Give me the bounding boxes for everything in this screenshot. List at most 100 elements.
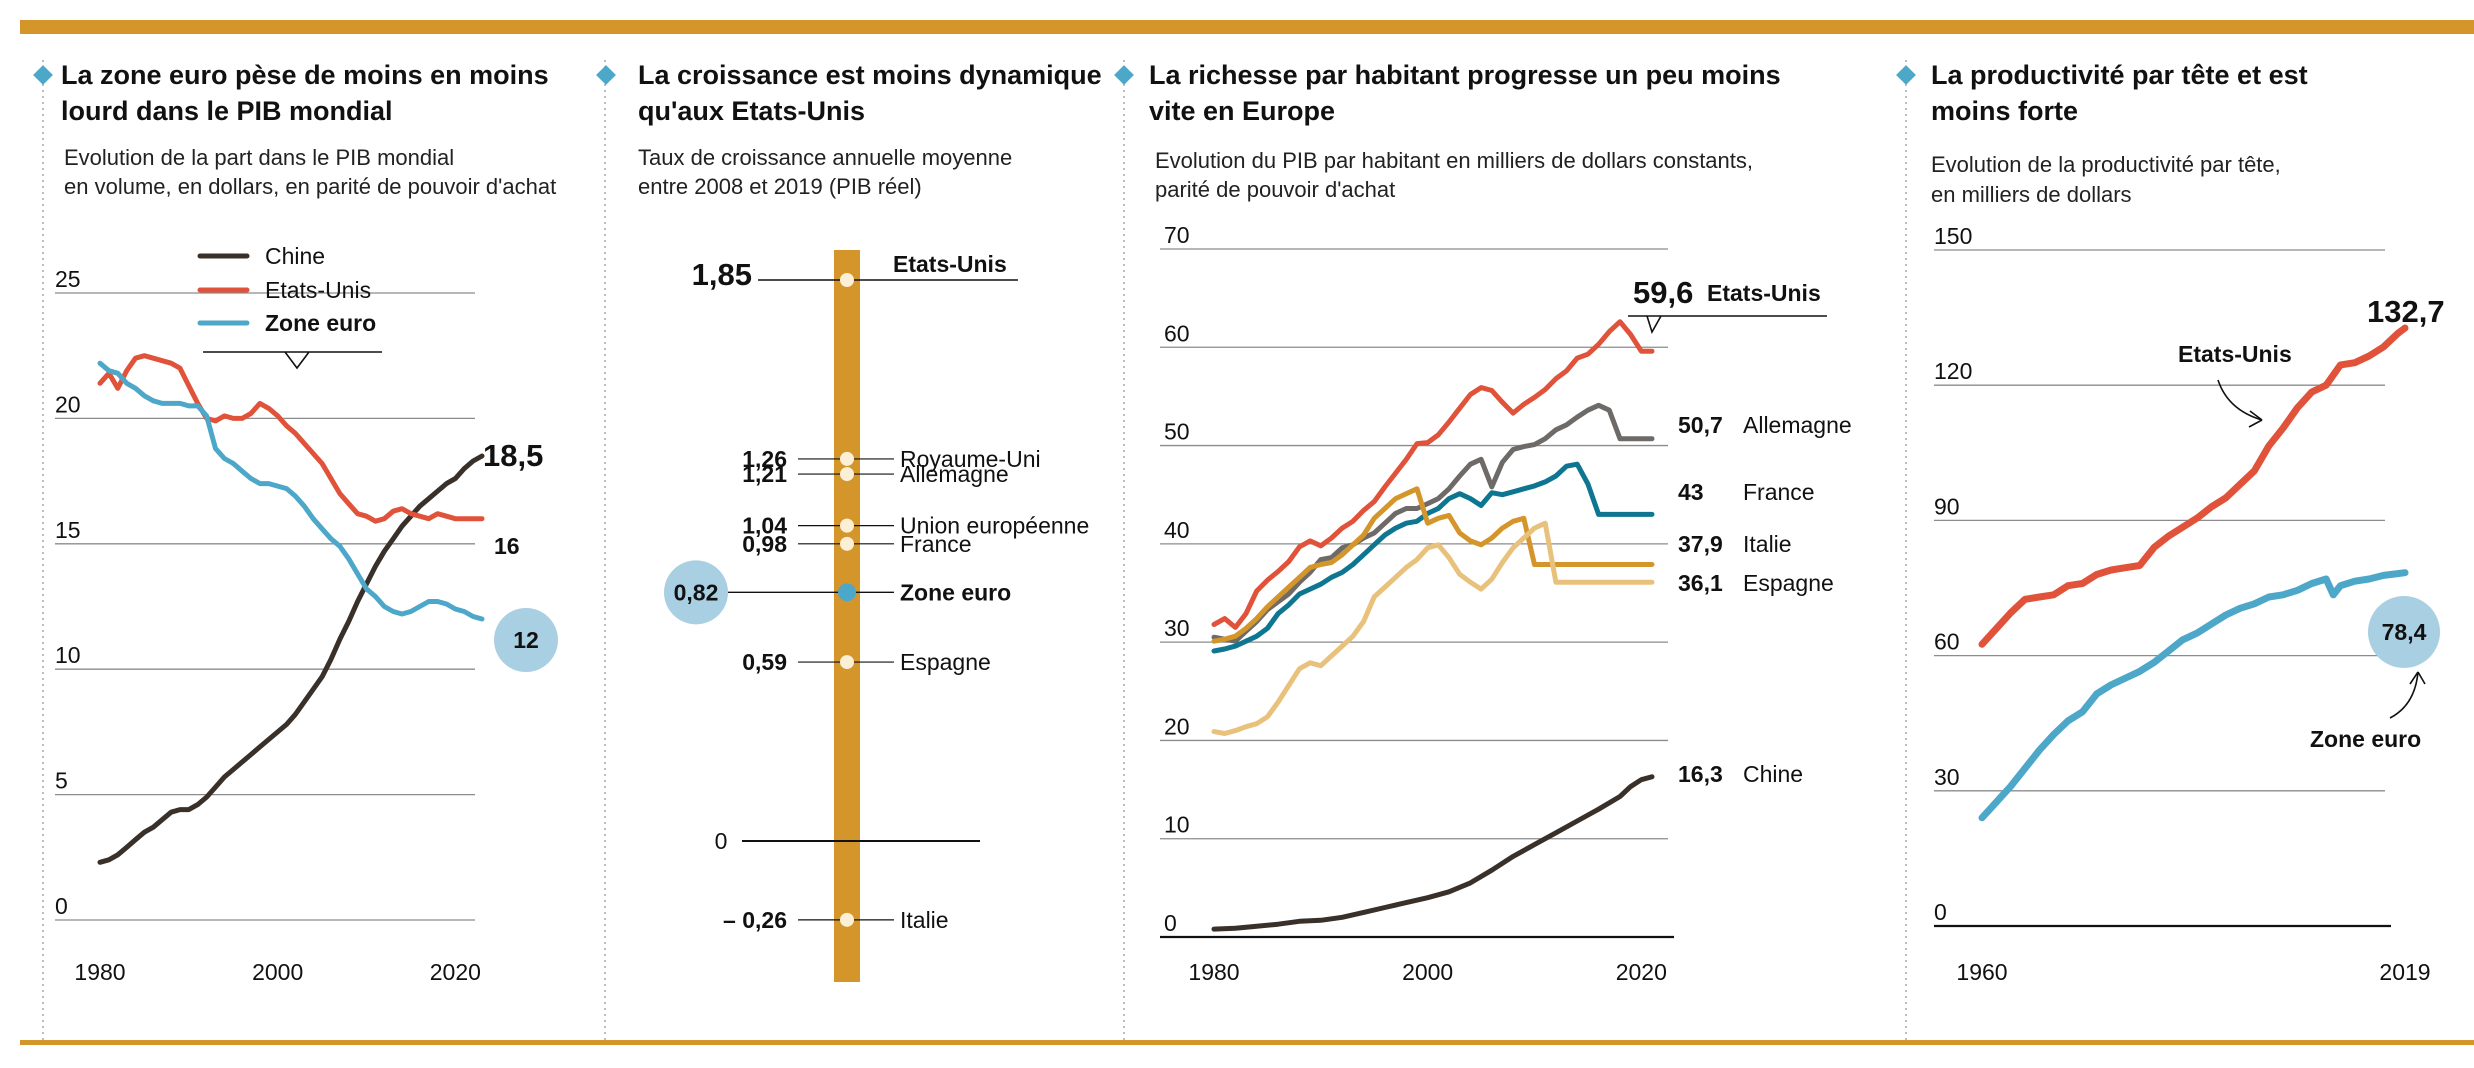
y-tick-label: 30 — [1164, 615, 1190, 641]
legend-label-zone-euro: Zone euro — [265, 310, 376, 336]
y-tick-label: 15 — [55, 517, 81, 543]
series-line-etats-unis — [97, 353, 485, 524]
x-axis-ticks: 1980 2000 2020 — [1188, 959, 1666, 985]
growth-value-allemagne: 1,21 — [742, 461, 787, 487]
growth-point-allemagne — [840, 467, 854, 482]
growth-label-allemagne: Allemagne — [900, 461, 1009, 487]
series-line-espagne — [1211, 520, 1655, 736]
espagne-value: 36,1 — [1678, 570, 1723, 596]
plot-lines — [1978, 324, 2409, 822]
bottom-gold-band — [20, 1040, 2474, 1045]
x-axis-ticks: 1960 2019 — [1956, 959, 2430, 985]
y-tick-label: 0 — [1934, 899, 1947, 925]
chine-end-value: 18,5 — [483, 438, 543, 473]
italie-value: 37,9 — [1678, 531, 1723, 557]
series-line-etats-unis — [1211, 319, 1655, 630]
y-tick-label: 40 — [1164, 517, 1190, 543]
arrow-head-icon — [2409, 671, 2426, 685]
diamond-bullet-icon — [1896, 65, 1916, 85]
x-tick-label: 2000 — [1402, 959, 1453, 985]
diamond-bullet-icon — [596, 65, 616, 85]
chine-value: 16,3 — [1678, 761, 1723, 787]
legend: Chine Etats-Unis Zone euro — [197, 243, 382, 370]
zone-euro-value-bubble — [494, 608, 558, 672]
y-tick-label: 60 — [1164, 320, 1190, 346]
panel-subtitle-line: Taux de croissance annuelle moyenne — [638, 145, 1012, 170]
plot-lines — [1211, 319, 1655, 932]
growth-point-espagne — [840, 655, 854, 670]
growth-value-espagne: 0,59 — [742, 649, 787, 675]
zero-label: 0 — [715, 828, 728, 854]
panel-subtitle-line: Evolution de la part dans le PIB mondial — [64, 145, 454, 170]
y-tick-label: 10 — [55, 642, 81, 668]
panel-subtitle-line: en volume, en dollars, en parité de pouv… — [64, 174, 556, 199]
y-tick-label: 60 — [1934, 629, 1960, 655]
top-gold-band — [20, 20, 2474, 34]
growth-point-italie — [840, 912, 854, 927]
panel-subtitle-line: Evolution du PIB par habitant en millier… — [1155, 148, 1753, 173]
series-line-chine — [1211, 774, 1655, 932]
panel-title-line: La productivité par tête et est — [1931, 60, 2308, 90]
etats-unis-value: 59,6 — [1633, 275, 1693, 310]
y-tick-label: 10 — [1164, 812, 1190, 838]
chine-label: Chine — [1743, 761, 1803, 787]
y-tick-label: 150 — [1934, 223, 1972, 249]
growth-label-union-europeenne: Union européenne — [900, 513, 1089, 539]
legend-label-etats-unis: Etats-Unis — [265, 277, 371, 303]
growth-value-union-europeenne: 1,04 — [742, 513, 787, 539]
growth-value-etats-unis: 1,85 — [692, 257, 752, 292]
y-tick-label: 0 — [55, 893, 68, 919]
panel-subtitle-line: entre 2008 et 2019 (PIB réel) — [638, 174, 922, 199]
series-line-allemagne — [1211, 402, 1655, 644]
growth-point-zone-euro — [838, 583, 856, 602]
series-line-france — [1211, 461, 1655, 654]
france-value: 43 — [1678, 479, 1704, 505]
y-grid: 0 5 10 15 20 25 — [55, 266, 475, 921]
x-tick-label: 1980 — [1188, 959, 1239, 985]
zone-euro-label: Zone euro — [2310, 726, 2421, 752]
panel-title-line: vite en Europe — [1149, 96, 1335, 126]
growth-label-zone-euro: Zone euro — [900, 579, 1011, 605]
y-grid: 0 10 20 30 40 50 60 70 — [1160, 222, 1674, 939]
y-tick-label: 30 — [1934, 764, 1960, 790]
growth-label-france: France — [900, 531, 972, 557]
growth-point-royaume-uni — [840, 451, 854, 466]
y-grid: 0 30 60 90 120 150 — [1934, 223, 2391, 928]
france-label: France — [1743, 479, 1815, 505]
series-line-italie — [1211, 486, 1655, 644]
growth-label-espagne: Espagne — [900, 649, 991, 675]
etats-unis-label: Etats-Unis — [2178, 341, 2292, 367]
curved-arrow-icon — [2389, 671, 2419, 719]
legend-label-chine: Chine — [265, 243, 325, 269]
etats-unis-value: 132,7 — [2367, 294, 2445, 329]
plot-lines — [97, 353, 485, 865]
zone-euro-end-value: 12 — [513, 627, 539, 653]
panel-title-line: lourd dans le PIB mondial — [61, 96, 393, 126]
series-line-zone-euro — [1978, 569, 2409, 822]
series-line-chine — [97, 453, 485, 865]
x-axis-ticks: 1980 2000 2020 — [74, 959, 481, 985]
panel-title-line: La zone euro pèse de moins en moins — [61, 60, 549, 90]
zone-euro-value-bubble — [2368, 596, 2440, 668]
growth-point-etats-unis — [840, 273, 854, 287]
x-tick-label: 2020 — [430, 959, 481, 985]
growth-label-etats-unis: Etats-Unis — [893, 251, 1007, 277]
growth-value-france: 0,98 — [742, 531, 787, 557]
growth-value-zone-euro: 0,82 — [674, 579, 719, 605]
panel-title-line: La croissance est moins dynamique — [638, 60, 1102, 90]
y-tick-label: 20 — [1164, 713, 1190, 739]
callout-icon — [1628, 315, 1827, 335]
growth-point-union-europeenne — [840, 518, 854, 533]
y-tick-label: 25 — [55, 266, 81, 292]
panel-title-line: moins forte — [1931, 96, 2078, 126]
diamond-bullet-icon — [1114, 65, 1134, 85]
x-tick-label: 2020 — [1616, 959, 1667, 985]
x-tick-label: 2019 — [2379, 959, 2430, 985]
allemagne-label: Allemagne — [1743, 412, 1852, 438]
x-tick-label: 2000 — [252, 959, 303, 985]
allemagne-value: 50,7 — [1678, 412, 1723, 438]
growth-label-royaume-uni: Royaume-Uni — [900, 446, 1041, 472]
growth-points: 1,85 Etats-Unis 1,26 Royaume-Uni 1,21 Allemag… — [664, 251, 1089, 933]
panel-subtitle-line: Evolution de la productivité par tête, — [1931, 152, 2281, 177]
etats-unis-label: Etats-Unis — [1707, 280, 1821, 306]
